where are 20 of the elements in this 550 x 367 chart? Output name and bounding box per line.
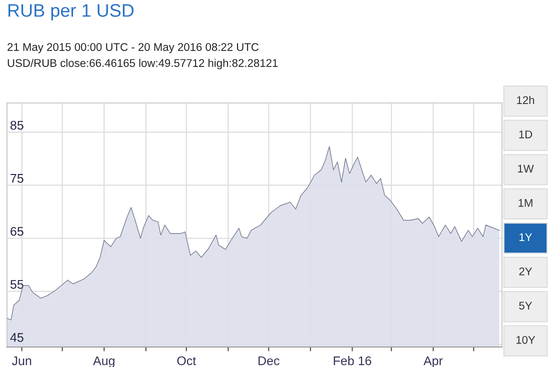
x-tick-label: Oct [177, 356, 196, 366]
category-label: 1Y [520, 233, 532, 241]
chart-subtitle: 21 May 2015 00:00 UTC - 20 May 2016 08:22 UTC [8, 43, 259, 54]
y-tick-label: 55 [10, 280, 24, 289]
x-tick-label: Dec [258, 356, 280, 366]
category-label: 2Y [519, 267, 532, 276]
x-tick-label: Feb 16 [334, 356, 372, 366]
category-label: 12h [517, 96, 534, 104]
x-tick-label: Jun [12, 356, 32, 366]
y-tick-label: 85 [10, 120, 24, 130]
y-tick-label: 45 [10, 333, 24, 342]
y-tick-label: 75 [10, 174, 24, 183]
text: USD/RUB close:66.46165 low:49.57712 high:82.28121 [8, 58, 278, 70]
category-label: 1W [518, 164, 534, 172]
category-label: 1M [518, 199, 532, 207]
category-label: 5Y [519, 302, 532, 310]
category-label: 10Y [516, 336, 536, 344]
y-tick-label: 65 [10, 226, 24, 236]
chart-title: RUB per 1 USD [8, 4, 134, 20]
category-label: 1D [519, 130, 532, 138]
